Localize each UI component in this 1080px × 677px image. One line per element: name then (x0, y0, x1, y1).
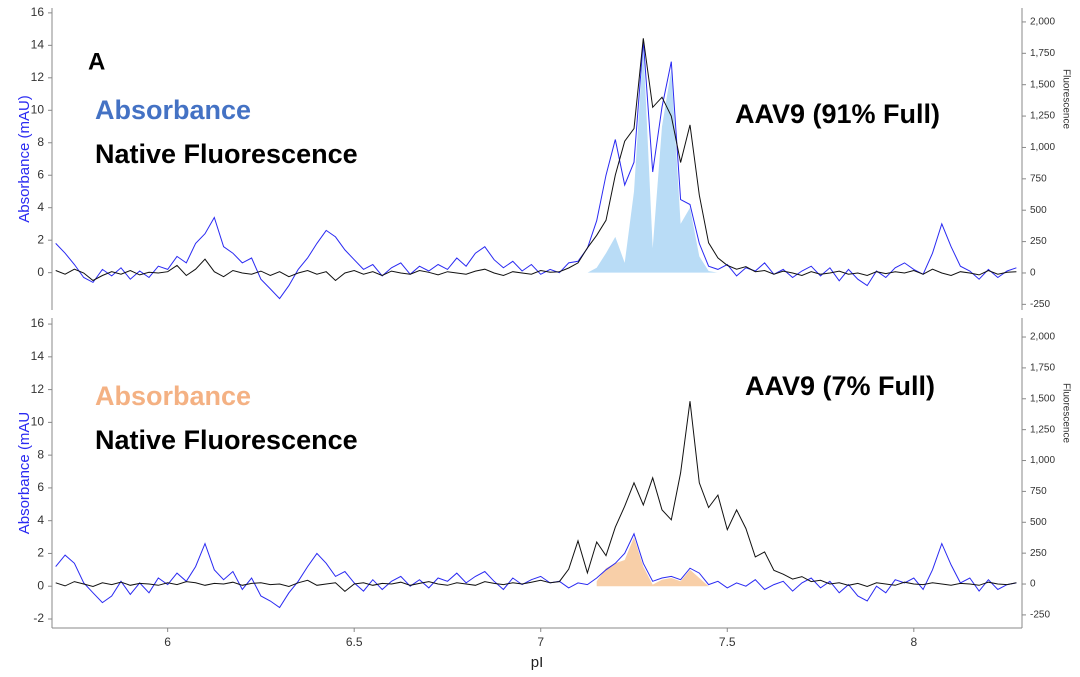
y-tick-label: 12 (31, 382, 45, 396)
y-tick-label: 10 (31, 415, 45, 429)
y-axis-label: Absorbance (mAU) (16, 95, 33, 223)
y2-tick-label: 750 (1030, 173, 1047, 184)
x-tick-label: 6 (164, 635, 171, 649)
legend-label: Native Fluorescence (95, 425, 358, 455)
y-tick-label: 0 (37, 578, 44, 592)
y2-tick-label: -250 (1030, 299, 1050, 310)
y-tick-label: 4 (37, 200, 44, 214)
x-tick-label: 7.5 (719, 635, 736, 649)
legend-label: Absorbance (95, 381, 251, 411)
y2-tick-label: 250 (1030, 548, 1047, 559)
y2-tick-label: 1,000 (1030, 455, 1055, 466)
x-tick-label: 8 (910, 635, 917, 649)
y2-tick-label: 2,000 (1030, 17, 1055, 28)
y2-tick-label: -250 (1030, 610, 1050, 621)
y2-tick-label: 0 (1030, 579, 1036, 590)
x-tick-label: 6.5 (346, 635, 363, 649)
y2-tick-label: 750 (1030, 486, 1047, 497)
y-tick-label: 14 (31, 349, 45, 363)
line (55, 38, 1017, 282)
y-tick-label: 16 (31, 5, 45, 19)
y-tick-label: 6 (37, 167, 44, 181)
y2-axis-label: Fluorescence (1060, 69, 1071, 129)
y-tick-label: 16 (31, 316, 45, 330)
y2-tick-label: 250 (1030, 236, 1047, 247)
area (587, 45, 718, 273)
annotation: AAV9 (91% Full) (735, 99, 940, 129)
y-tick-label: -2 (33, 611, 44, 625)
y2-tick-label: 1,000 (1030, 142, 1055, 153)
x-axis-label: pI (531, 654, 544, 671)
y-axis-label: Absorbance (mAU (16, 412, 33, 535)
y2-tick-label: 1,500 (1030, 393, 1055, 404)
legend-label: Native Fluorescence (95, 139, 358, 169)
y-tick-label: 8 (37, 447, 44, 461)
y-tick-label: 14 (31, 38, 45, 52)
y-tick-label: 12 (31, 70, 45, 84)
y2-axis-label: Fluorescence (1060, 383, 1071, 443)
y2-tick-label: 1,750 (1030, 363, 1055, 374)
y-tick-label: 2 (37, 232, 44, 246)
line (55, 401, 1017, 593)
panel-label: A (88, 48, 105, 75)
y2-tick-label: 1,250 (1030, 111, 1055, 122)
area (596, 537, 709, 587)
y-tick-label: 2 (37, 546, 44, 560)
y-tick-label: 10 (31, 102, 45, 116)
y2-tick-label: 2,000 (1030, 332, 1055, 343)
legend-label: Absorbance (95, 95, 251, 125)
y2-tick-label: 1,750 (1030, 48, 1055, 59)
y-tick-label: 0 (37, 265, 44, 279)
y2-tick-label: 0 (1030, 268, 1036, 279)
line (55, 40, 1017, 300)
y-tick-label: 6 (37, 480, 44, 494)
line (55, 532, 1017, 609)
y2-tick-label: 500 (1030, 517, 1047, 528)
x-tick-label: 7 (537, 635, 544, 649)
y-tick-label: 8 (37, 135, 44, 149)
y-tick-label: 4 (37, 513, 44, 527)
y2-tick-label: 1,250 (1030, 424, 1055, 435)
y2-tick-label: 500 (1030, 205, 1047, 216)
annotation: AAV9 (7% Full) (745, 371, 935, 401)
y2-tick-label: 1,500 (1030, 79, 1055, 90)
